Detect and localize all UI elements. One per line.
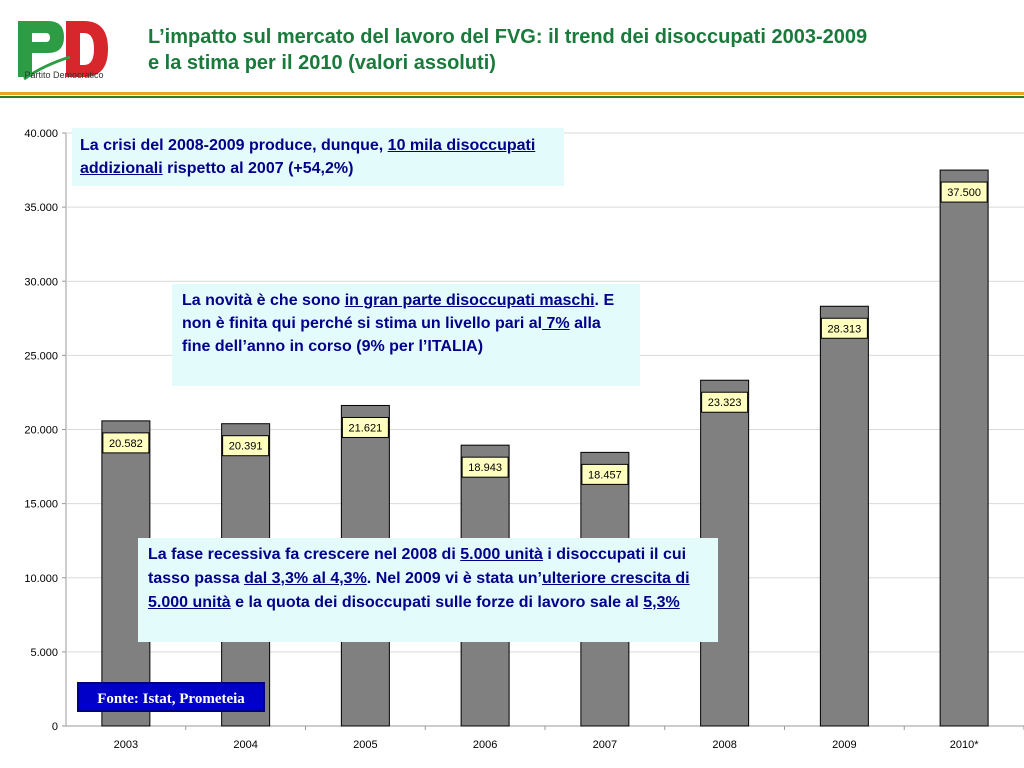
x-tick-label: 2008 (712, 739, 736, 751)
callout-2-text-b: . E non è finita qui perché si stima un … (182, 292, 615, 332)
y-tick-label: 25.000 (24, 350, 58, 362)
x-tick-label: 2006 (473, 739, 497, 751)
callout-3-underline-d: 5,3% (643, 594, 680, 611)
data-label-box (581, 463, 629, 485)
x-tick-label: 2003 (114, 739, 138, 751)
data-label-box (222, 435, 270, 457)
data-label: 21.621 (349, 422, 383, 434)
callout-3-text-c: . Nel 2009 vi è stata un’ (366, 570, 542, 587)
callout-1-text-a: La crisi del 2008-2009 produce, dunque, (80, 137, 388, 154)
callout-3-text-d: e la quota dei disoccupati sulle forze d… (230, 594, 644, 611)
callout-3-text-a: La fase recessiva fa crescere nel 2008 d… (148, 546, 461, 563)
data-label: 37.500 (947, 187, 981, 199)
data-label-box (341, 416, 389, 438)
data-label: 18.457 (588, 469, 622, 481)
bar (819, 305, 869, 727)
callout-2-text-a: La novità è che sono (182, 292, 345, 309)
logo-caption: Partito Democratico (24, 70, 104, 80)
callout-1-underline-a: 10 mila disoccupati addizionali (80, 137, 536, 177)
bar-chart: 0 5.000 10.000 15.000 20.000 25.000 30.000 35.0… (24, 128, 1024, 751)
bar (939, 169, 989, 727)
callout-1-text-b: rispetto al 2007 (+54,2%) (162, 160, 354, 177)
data-label-box (701, 391, 749, 413)
page-title: L’impatto sul mercato del lavoro del FVG… (148, 24, 1008, 76)
y-tick-label: 30.000 (24, 276, 58, 288)
data-label: 28.313 (828, 323, 862, 335)
y-axis-ticks: 0 5.000 10.000 15.000 20.000 25.000 30.000 35.0… (24, 128, 66, 733)
y-tick-label: 35.000 (24, 202, 58, 214)
callout-recession: La fase recessiva fa crescere nel 2008 d… (138, 538, 718, 642)
data-label: 18.943 (468, 462, 502, 474)
x-tick-label: 2007 (593, 739, 617, 751)
callout-2-underline-a: in gran parte disoccupati maschi (344, 292, 595, 309)
y-tick-label: 15.000 (24, 499, 58, 511)
callout-2-underline-b: 7% (542, 315, 570, 332)
callout-2-text-c: alla fine dell’anno in corso (9% per l’I… (182, 315, 601, 355)
x-tick-label: 2009 (832, 739, 856, 751)
callout-novelty: La novità è che sono in gran parte disoc… (172, 284, 640, 386)
data-label-box (940, 181, 988, 203)
y-tick-label: 0 (52, 721, 58, 733)
data-labels: 20.582 20.391 21.621 18.943 18.457 23.323 28.3… (102, 181, 988, 485)
data-label-box (461, 456, 509, 478)
party-logo (18, 21, 108, 81)
callout-crisis: La crisi del 2008-2009 produce, dunque, … (72, 128, 564, 186)
x-tick-label: 2005 (353, 739, 377, 751)
x-tick-label: 2004 (233, 739, 257, 751)
logo-d-shape (66, 21, 108, 77)
callout-3-text-b: i disoccupati il cui tasso passa (148, 546, 687, 587)
title-line-2: e la stima per il 2010 (valori assoluti) (148, 52, 496, 74)
callout-3-underline-b: dal 3,3% al 4,3% (244, 570, 367, 587)
y-tick-label: 20.000 (24, 425, 58, 437)
x-tick-label: 2010* (950, 739, 979, 751)
logo-branch (23, 55, 71, 81)
callout-3-underline-c: ulteriore crescita di 5.000 unità (148, 570, 690, 611)
y-tick-label: 5.000 (30, 647, 58, 659)
logo-p-shape (18, 21, 64, 77)
data-label: 23.323 (708, 397, 742, 409)
data-label-box (102, 432, 150, 454)
callout-3-underline-a: 5.000 unità (460, 546, 543, 563)
source-label: Fonte: Istat, Prometeia (77, 682, 265, 712)
title-line-1: L’impatto sul mercato del lavoro del FVG… (148, 26, 868, 48)
header-divider-orange (0, 92, 1024, 95)
data-label: 20.582 (109, 438, 143, 450)
y-tick-label: 40.000 (24, 128, 58, 140)
y-tick-label: 10.000 (24, 573, 58, 585)
x-axis-ticks: 2003 2004 2005 2006 2007 2008 2009 2010* (114, 726, 1024, 751)
data-label-box (820, 317, 868, 339)
header-divider-green (0, 96, 1024, 98)
data-label: 20.391 (229, 441, 263, 453)
